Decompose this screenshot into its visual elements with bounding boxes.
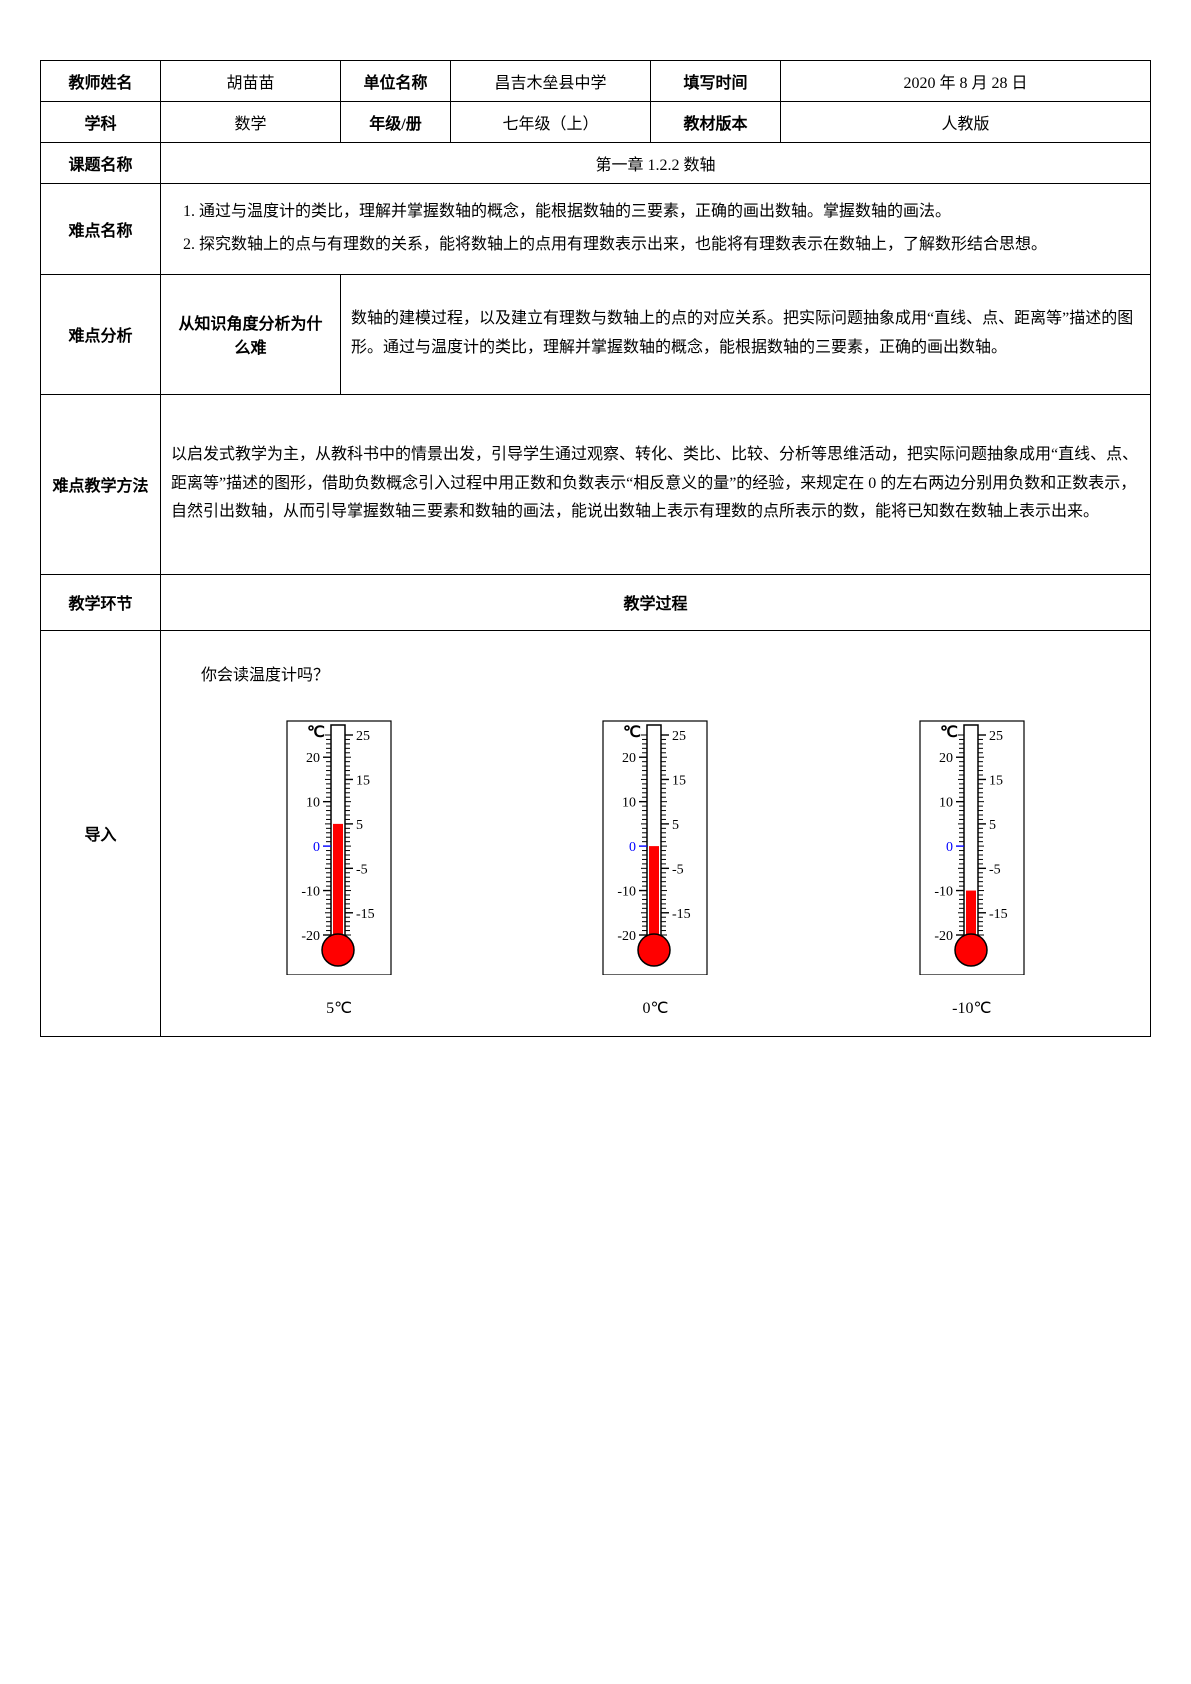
value-unit: 昌吉木垒县中学 (451, 61, 651, 102)
method-text: 以启发式教学为主，从教科书中的情景出发，引导学生通过观察、转化、类比、比较、分析… (161, 394, 1151, 574)
svg-text:15: 15 (989, 773, 1003, 788)
svg-text:-15: -15 (672, 906, 691, 921)
thermometer: ℃ -20 -15 -10 -5 0 5 10 15 20 25 0℃ (595, 715, 715, 1018)
label-grade: 年级/册 (341, 102, 451, 143)
value-subject: 数学 (161, 102, 341, 143)
svg-text:25: 25 (989, 729, 1003, 744)
difficulty-item-1: 通过与温度计的类比，理解并掌握数轴的概念，能根据数轴的三要素，正确的画出数轴。掌… (199, 198, 1140, 227)
value-grade: 七年级（上） (451, 102, 651, 143)
row-teacher: 教师姓名 胡苗苗 单位名称 昌吉木垒县中学 填写时间 2020 年 8 月 28… (41, 61, 1151, 102)
svg-text:-20: -20 (934, 929, 953, 944)
analysis-text: 数轴的建模过程，以及建立有理数与数轴上的点的对应关系。把实际问题抽象成用“直线、… (341, 274, 1151, 394)
difficulty-item-2: 探究数轴上的点与有理数的关系，能将数轴上的点用有理数表示出来，也能将有理数表示在… (199, 231, 1140, 260)
row-difficulty-name: 难点名称 通过与温度计的类比，理解并掌握数轴的概念，能根据数轴的三要素，正确的画… (41, 184, 1151, 275)
label-difficulty-method: 难点教学方法 (41, 394, 161, 574)
svg-text:15: 15 (672, 773, 686, 788)
thermometer-icon: ℃ -20 -15 -10 -5 0 5 10 15 20 25 (595, 715, 715, 975)
label-env: 教学环节 (41, 574, 161, 630)
svg-text:-5: -5 (989, 862, 1001, 877)
label-difficulty-name: 难点名称 (41, 184, 161, 275)
lesson-plan-table: 教师姓名 胡苗苗 单位名称 昌吉木垒县中学 填写时间 2020 年 8 月 28… (40, 60, 1151, 1037)
thermometer-icon: ℃ -20 -15 -10 -5 0 5 10 15 20 25 (279, 715, 399, 975)
svg-text:-5: -5 (672, 862, 684, 877)
intro-content: 你会读温度计吗？ ℃-20-15-10-505101520255℃℃-20-15… (161, 630, 1151, 1036)
svg-text:10: 10 (939, 795, 953, 810)
row-subject: 学科 数学 年级/册 七年级（上） 教材版本 人教版 (41, 102, 1151, 143)
svg-text:20: 20 (306, 751, 320, 766)
thermometer-caption: 5℃ (279, 998, 399, 1018)
thermometer-icon: ℃ -20 -15 -10 -5 0 5 10 15 20 25 (912, 715, 1032, 975)
row-intro: 导入 你会读温度计吗？ ℃-20-15-10-505101520255℃℃-20… (41, 630, 1151, 1036)
svg-text:℃: ℃ (940, 724, 958, 741)
value-lesson: 第一章 1.2.2 数轴 (161, 143, 1151, 184)
svg-text:20: 20 (622, 751, 636, 766)
row-process-header: 教学环节 教学过程 (41, 574, 1151, 630)
label-process: 教学过程 (161, 574, 1151, 630)
label-textbook: 教材版本 (651, 102, 781, 143)
svg-text:5: 5 (989, 817, 996, 832)
svg-text:-10: -10 (301, 884, 320, 899)
svg-text:0: 0 (629, 840, 636, 855)
svg-text:0: 0 (313, 840, 320, 855)
svg-text:-15: -15 (989, 906, 1008, 921)
thermometer-row: ℃-20-15-10-505101520255℃℃-20-15-10-50510… (171, 695, 1140, 1028)
difficulty-list: 通过与温度计的类比，理解并掌握数轴的概念，能根据数轴的三要素，正确的画出数轴。掌… (171, 198, 1140, 260)
label-lesson: 课题名称 (41, 143, 161, 184)
svg-text:25: 25 (672, 729, 686, 744)
svg-text:5: 5 (672, 817, 679, 832)
svg-text:℃: ℃ (623, 724, 641, 741)
svg-text:-10: -10 (618, 884, 637, 899)
row-lesson: 课题名称 第一章 1.2.2 数轴 (41, 143, 1151, 184)
svg-text:-20: -20 (618, 929, 637, 944)
thermometer: ℃ -20 -15 -10 -5 0 5 10 15 20 25 -10℃ (912, 715, 1032, 1018)
label-intro: 导入 (41, 630, 161, 1036)
difficulty-list-cell: 通过与温度计的类比，理解并掌握数轴的概念，能根据数轴的三要素，正确的画出数轴。掌… (161, 184, 1151, 275)
label-unit: 单位名称 (341, 61, 451, 102)
svg-text:20: 20 (939, 751, 953, 766)
thermometer-caption: -10℃ (912, 998, 1032, 1018)
row-difficulty-method: 难点教学方法 以启发式教学为主，从教科书中的情景出发，引导学生通过观察、转化、类… (41, 394, 1151, 574)
label-difficulty-analysis: 难点分析 (41, 274, 161, 394)
svg-text:15: 15 (356, 773, 370, 788)
svg-text:10: 10 (306, 795, 320, 810)
value-fill-time: 2020 年 8 月 28 日 (781, 61, 1151, 102)
svg-text:5: 5 (356, 817, 363, 832)
label-subject: 学科 (41, 102, 161, 143)
thermometer: ℃ -20 -15 -10 -5 0 5 10 15 20 25 5℃ (279, 715, 399, 1018)
label-teacher-name: 教师姓名 (41, 61, 161, 102)
intro-question: 你会读温度计吗？ (171, 651, 1140, 695)
svg-text:10: 10 (622, 795, 636, 810)
svg-text:-20: -20 (301, 929, 320, 944)
value-textbook: 人教版 (781, 102, 1151, 143)
svg-text:-10: -10 (934, 884, 953, 899)
svg-text:25: 25 (356, 729, 370, 744)
svg-text:0: 0 (946, 840, 953, 855)
svg-text:-5: -5 (356, 862, 368, 877)
label-analysis-sub: 从知识角度分析为什么难 (161, 274, 341, 394)
row-difficulty-analysis: 难点分析 从知识角度分析为什么难 数轴的建模过程，以及建立有理数与数轴上的点的对… (41, 274, 1151, 394)
value-teacher-name: 胡苗苗 (161, 61, 341, 102)
svg-text:-15: -15 (356, 906, 375, 921)
thermometer-caption: 0℃ (595, 998, 715, 1018)
svg-text:℃: ℃ (307, 724, 325, 741)
label-fill-time: 填写时间 (651, 61, 781, 102)
